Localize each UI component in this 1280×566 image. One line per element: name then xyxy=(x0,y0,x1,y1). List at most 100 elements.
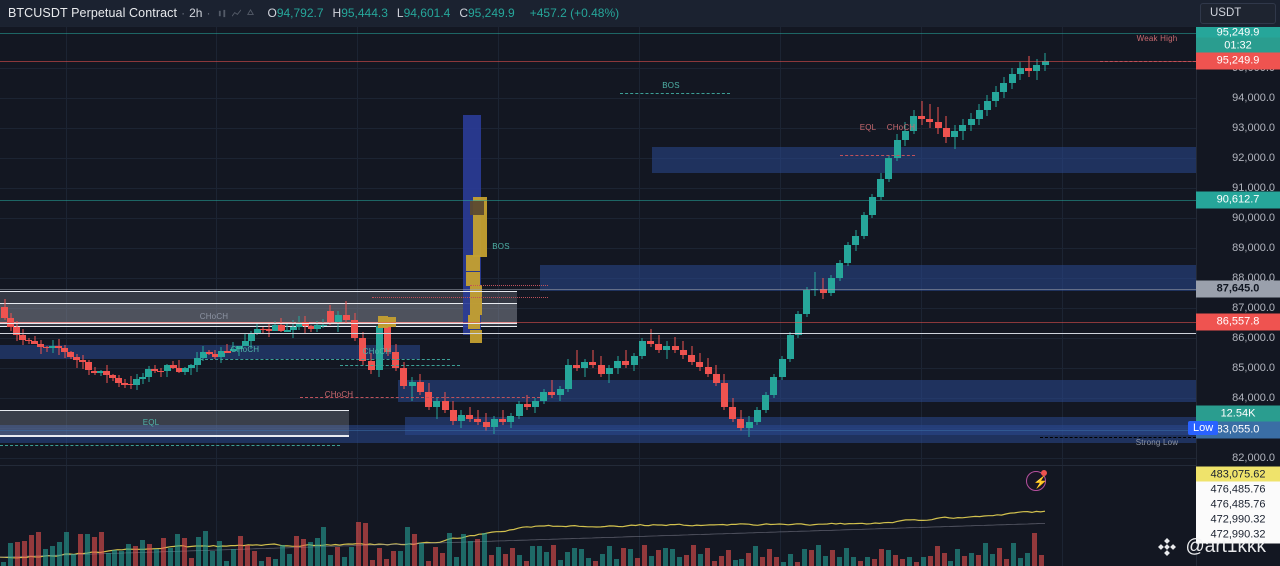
candle xyxy=(37,27,45,465)
volume-bar xyxy=(168,547,174,566)
choch-line-3 xyxy=(300,397,540,398)
volume-bar xyxy=(857,561,863,566)
price-tag[interactable]: 483,075.62 xyxy=(1196,466,1280,484)
volume-bar xyxy=(614,558,620,566)
candle xyxy=(241,27,249,465)
currency-selector[interactable]: USDT xyxy=(1200,3,1276,24)
candle xyxy=(983,27,991,465)
candle xyxy=(301,27,309,465)
structure-label-weak-high: Weak High xyxy=(1136,34,1178,43)
volume-bar xyxy=(370,559,376,566)
supply-zone-92k xyxy=(652,147,1196,173)
indicator-icon[interactable] xyxy=(232,9,242,18)
ohlc-close: C95,249.9 xyxy=(459,6,515,20)
price-tag[interactable]: 12.54K xyxy=(1196,405,1280,423)
volume-bar xyxy=(593,560,599,566)
volume-bar xyxy=(697,553,703,566)
volume-bar xyxy=(377,548,383,566)
candle xyxy=(704,27,712,465)
volume-bar xyxy=(216,540,222,566)
header-icon-group xyxy=(218,8,255,18)
volume-bar xyxy=(98,531,104,566)
volume-bar xyxy=(781,561,787,566)
grid-line-vertical xyxy=(1062,27,1063,566)
chart-plot-area[interactable]: Weak High BOS EQL CHoCH BOS CHoCH CHoCH CHoCH CH… xyxy=(0,27,1196,566)
grid-line-horizontal xyxy=(0,128,1196,129)
price-tag[interactable]: 86,557.8 xyxy=(1196,313,1280,331)
timeframe-label[interactable]: 2h xyxy=(189,6,203,20)
volume-bar xyxy=(112,549,118,566)
price-tag[interactable]: 472,990.32 xyxy=(1196,511,1280,529)
candle xyxy=(19,27,27,465)
last-price-marker[interactable]: ⚡ xyxy=(1026,470,1048,491)
candle xyxy=(205,27,213,465)
volume-bar xyxy=(446,532,452,566)
volume-bar xyxy=(7,543,13,566)
candle xyxy=(67,27,75,465)
volume-bar xyxy=(161,537,167,566)
candle xyxy=(25,27,33,465)
volume-bar xyxy=(182,537,188,566)
zone-top-line xyxy=(0,291,517,292)
price-tag[interactable]: 476,485.76 xyxy=(1196,496,1280,514)
volume-bar xyxy=(439,552,445,566)
price-tag[interactable]: 01:32 xyxy=(1196,37,1280,55)
price-tick: 87,000.0 xyxy=(1232,302,1275,314)
alert-icon[interactable] xyxy=(246,8,255,18)
candle xyxy=(819,27,827,465)
binance-diamond-icon xyxy=(1158,538,1177,556)
volume-pane[interactable] xyxy=(0,465,1196,566)
candle xyxy=(253,27,261,465)
volume-bar xyxy=(802,548,808,566)
price-tick: 89,000.0 xyxy=(1232,242,1275,254)
volume-bar xyxy=(760,556,766,566)
candle xyxy=(163,27,171,465)
candle xyxy=(73,27,81,465)
candle xyxy=(367,27,375,465)
candle xyxy=(133,27,141,465)
volume-bar xyxy=(1011,543,1017,566)
candle xyxy=(548,27,556,465)
candle xyxy=(265,27,273,465)
lightning-bolt-icon: ⚡ xyxy=(1033,475,1048,489)
price-pane[interactable] xyxy=(0,27,1196,465)
price-tag[interactable]: 476,485.76 xyxy=(1196,481,1280,499)
price-tag[interactable]: 95,249.9 xyxy=(1196,24,1280,42)
volume-bar xyxy=(467,541,473,566)
volume-bar xyxy=(14,542,20,566)
volume-bar xyxy=(788,554,794,566)
candles-icon[interactable] xyxy=(218,9,227,18)
candle xyxy=(811,27,819,465)
volume-bar xyxy=(809,550,815,566)
candle xyxy=(466,27,474,465)
candle xyxy=(589,27,597,465)
price-tag[interactable]: 472,990.32 xyxy=(1196,526,1280,544)
eql-line xyxy=(840,155,915,156)
candle xyxy=(901,27,909,465)
candle xyxy=(778,27,786,465)
price-tick: 92,000.0 xyxy=(1232,152,1275,164)
candle xyxy=(289,27,297,465)
volume-bar xyxy=(997,547,1003,566)
candle xyxy=(85,27,93,465)
volume-bar xyxy=(405,526,411,566)
price-scale[interactable]: 95,000.094,000.093,000.092,000.091,000.0… xyxy=(1196,24,1280,566)
volume-bar xyxy=(363,523,369,566)
candle xyxy=(671,27,679,465)
price-level-line xyxy=(0,289,1196,290)
candle xyxy=(860,27,868,465)
symbol-title[interactable]: BTCUSDT Perpetual Contract xyxy=(8,6,178,20)
grid-line-horizontal xyxy=(0,338,1196,339)
grid-line-horizontal xyxy=(0,158,1196,159)
candle xyxy=(564,27,572,465)
ohlc-change: +457.2 (+0.48%) xyxy=(529,6,620,20)
price-tag[interactable]: 95,249.9 xyxy=(1196,52,1280,70)
grid-line-horizontal xyxy=(0,98,1196,99)
candle xyxy=(408,27,416,465)
volume-bar xyxy=(230,549,236,566)
candle xyxy=(647,27,655,465)
price-tag[interactable]: 90,612.7 xyxy=(1196,191,1280,209)
volume-bar xyxy=(655,550,661,566)
ohlc-open: O94,792.7 xyxy=(267,6,324,20)
price-tag[interactable]: 87,645.0 xyxy=(1196,280,1280,298)
